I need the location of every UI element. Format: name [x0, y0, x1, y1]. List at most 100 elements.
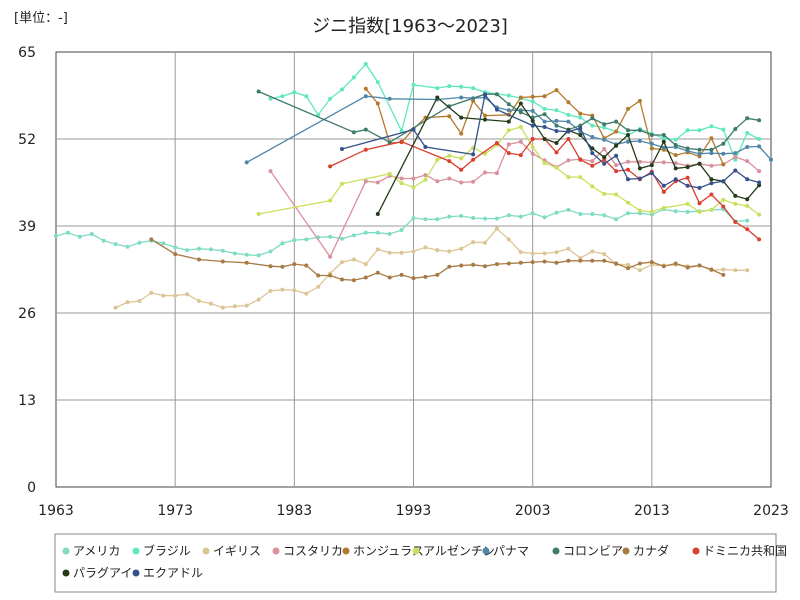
data-point: [614, 192, 619, 197]
data-point: [387, 140, 392, 145]
data-point: [554, 250, 559, 255]
data-point: [256, 297, 261, 302]
data-point: [149, 290, 154, 295]
data-point: [447, 249, 452, 254]
data-point: [447, 153, 452, 158]
data-point: [554, 123, 559, 128]
data-point: [697, 209, 702, 214]
data-point: [566, 175, 571, 180]
data-point: [506, 119, 511, 124]
data-point: [363, 62, 368, 66]
data-point: [399, 228, 404, 232]
data-point: [483, 92, 487, 97]
data-point: [745, 145, 750, 149]
data-point: [340, 147, 344, 151]
data-point: [685, 201, 690, 206]
data-point: [709, 136, 714, 141]
data-point: [411, 276, 416, 281]
data-point: [208, 301, 213, 306]
legend-label: アメリカ: [73, 544, 120, 558]
data-point: [256, 253, 261, 258]
data-point: [614, 143, 619, 148]
data-point: [530, 251, 535, 256]
data-point: [602, 191, 607, 196]
data-point: [637, 176, 642, 181]
data-point: [411, 82, 416, 87]
data-point: [328, 96, 333, 101]
data-point: [614, 217, 619, 222]
data-point: [697, 185, 702, 190]
data-point: [566, 119, 571, 124]
data-point: [578, 175, 583, 180]
data-point: [673, 161, 678, 166]
legend-label: イギリス: [213, 544, 261, 558]
data-point: [673, 143, 678, 147]
legend-label: カナダ: [633, 543, 669, 558]
data-point: [411, 216, 416, 220]
legend-marker: [412, 547, 420, 555]
data-point: [518, 95, 523, 100]
data-point: [280, 241, 285, 246]
legend-item: イギリス: [202, 544, 261, 558]
data-point: [387, 275, 392, 280]
data-point: [697, 161, 702, 166]
x-tick-label: 1993: [396, 503, 432, 519]
data-point: [637, 208, 642, 213]
data-point: [363, 230, 368, 235]
data-point: [661, 136, 666, 141]
data-point: [387, 171, 392, 176]
data-point: [518, 139, 523, 144]
data-point: [757, 180, 762, 185]
y-tick-label: 65: [18, 45, 36, 61]
data-point: [292, 262, 297, 267]
data-point: [626, 262, 630, 267]
data-point: [757, 137, 762, 141]
data-point: [566, 100, 571, 105]
data-point: [518, 260, 523, 265]
data-point: [411, 249, 416, 254]
data-point: [697, 263, 702, 268]
data-point: [399, 181, 404, 186]
data-point: [471, 157, 476, 162]
data-point: [459, 214, 464, 218]
data-point: [447, 214, 452, 219]
data-point: [661, 189, 666, 194]
data-point: [149, 237, 154, 242]
data-point: [590, 151, 595, 156]
data-point: [745, 227, 750, 232]
series-line: [150, 238, 724, 281]
data-point: [506, 108, 511, 113]
data-point: [614, 169, 619, 174]
data-point: [375, 180, 380, 185]
data-point: [459, 246, 464, 251]
data-point: [649, 209, 654, 214]
legend-label: コスタリカ: [283, 544, 343, 558]
data-point: [614, 261, 619, 266]
data-point: [733, 155, 738, 160]
data-point: [685, 146, 690, 151]
data-point: [530, 99, 535, 104]
data-point: [578, 133, 583, 137]
data-point: [256, 212, 261, 216]
data-point: [661, 139, 666, 144]
data-point: [626, 167, 630, 172]
data-point: [471, 86, 476, 91]
legend-marker: [62, 547, 70, 555]
data-point: [709, 151, 714, 156]
data-point: [65, 230, 70, 235]
data-point: [459, 263, 464, 268]
legend-marker: [692, 547, 700, 555]
y-tick-label: 52: [18, 132, 36, 148]
data-point: [483, 240, 487, 245]
data-point: [626, 128, 630, 133]
legend-item: ブラジル: [132, 543, 191, 558]
data-point: [459, 115, 464, 120]
data-point: [292, 238, 297, 243]
data-point: [685, 128, 690, 133]
legend-item: エクアドル: [132, 566, 203, 580]
data-point: [518, 250, 523, 255]
data-point: [566, 137, 571, 141]
data-point: [447, 84, 452, 89]
series-line: [115, 227, 748, 309]
data-point: [411, 127, 416, 132]
